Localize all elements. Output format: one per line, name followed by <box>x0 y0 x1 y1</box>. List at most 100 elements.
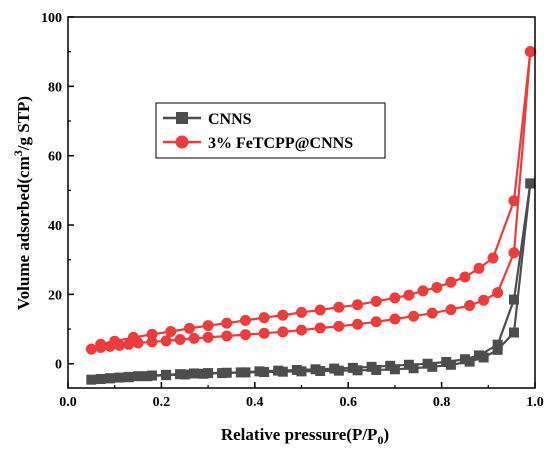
fetcpp-desorption-point <box>333 301 345 313</box>
cnns-desorption-point <box>441 356 452 367</box>
cnns-desorption-point <box>310 364 321 375</box>
cnns-adsorption-point <box>95 373 106 384</box>
fetcpp-adsorption-point <box>296 324 307 336</box>
fetcpp-adsorption-point <box>408 310 420 322</box>
fetcpp-adsorption-point <box>258 327 270 339</box>
cnns-adsorption-point <box>133 371 144 382</box>
fetcpp-desorption-point <box>403 289 415 301</box>
fetcpp-desorption-point <box>221 317 233 329</box>
fetcpp-adsorption-point <box>508 247 520 259</box>
cnns-adsorption-point <box>86 374 97 385</box>
legend-marker-fetcpp <box>175 135 189 149</box>
cnns-desorption-point <box>366 361 377 372</box>
x-tick-label: 1.0 <box>526 395 544 410</box>
x-tick-label: 0.4 <box>246 395 264 410</box>
x-tick-label: 0.0 <box>59 395 77 410</box>
cnns-desorption-point <box>403 359 414 370</box>
fetcpp-desorption-point <box>473 262 485 274</box>
y-tick-label: 0 <box>55 358 62 373</box>
fetcpp-desorption-point <box>352 299 364 311</box>
cnns-desorption-point <box>473 350 484 361</box>
fetcpp-adsorption-point <box>352 318 364 330</box>
fetcpp-desorption-point <box>314 304 326 316</box>
x-tick-label: 0.8 <box>433 395 451 410</box>
fetcpp-desorption-point <box>183 322 195 334</box>
fetcpp-desorption-point <box>95 338 107 350</box>
y-axis-title: Volume adsorbed(cm3/g STP) <box>11 96 33 310</box>
fetcpp-adsorption-point <box>370 316 382 328</box>
fetcpp-desorption-point <box>431 281 443 293</box>
cnns-desorption-point <box>385 360 396 371</box>
fetcpp-adsorption-point <box>277 326 289 338</box>
fetcpp-desorption-line <box>100 51 532 346</box>
y-tick-label: 40 <box>48 219 62 234</box>
fetcpp-desorption-point <box>417 285 429 297</box>
cnns-adsorption-point <box>492 344 503 355</box>
fetcpp-desorption-point <box>165 325 177 337</box>
fetcpp-adsorption-point <box>389 313 401 325</box>
cnns-desorption-point <box>105 373 116 384</box>
legend-box <box>155 102 386 159</box>
x-tick-label: 0.2 <box>153 395 171 410</box>
fetcpp-adsorption-point <box>478 294 490 306</box>
cnns-desorption-point <box>329 363 340 374</box>
legend-label-fetcpp: 3% FeTCPP@CNNS <box>208 135 353 152</box>
cnns-desorption-point <box>217 368 228 379</box>
cnns-desorption-point <box>142 371 153 382</box>
y-tick-label: 100 <box>41 11 62 26</box>
cnns-desorption-point <box>492 339 503 350</box>
cnns-desorption-point <box>198 368 209 379</box>
fetcpp-adsorption-point <box>202 331 214 343</box>
cnns-desorption-point <box>161 370 172 381</box>
fetcpp-adsorption-point <box>445 304 457 316</box>
fetcpp-adsorption-point <box>221 330 233 342</box>
fetcpp-desorption-point <box>296 306 307 318</box>
fetcpp-desorption-point <box>146 328 158 340</box>
cnns-desorption-point <box>273 365 284 376</box>
fetcpp-desorption-point <box>239 314 251 326</box>
cnns-desorption-point <box>291 364 302 375</box>
series-cnns <box>86 178 536 385</box>
fetcpp-adsorption-point <box>426 307 438 319</box>
axis-layer: 0.0 0.2 0.4 0.6 0.8 1.0 0 20 40 60 80 100 <box>41 11 544 410</box>
y-tick-label: 20 <box>48 288 62 303</box>
cnns-adsorption-point <box>114 372 125 383</box>
cnns-desorption-point <box>422 358 433 369</box>
cnns-desorption-point <box>508 294 519 305</box>
fetcpp-adsorption-point <box>188 332 200 344</box>
cnns-desorption-point <box>254 366 265 377</box>
cnns-adsorption-point <box>189 368 200 379</box>
fetcpp-desorption-point <box>487 252 499 264</box>
series-layer <box>85 46 536 385</box>
cnns-desorption-point <box>179 369 190 380</box>
fetcpp-adsorption-point <box>146 336 158 348</box>
cnns-desorption-point <box>347 362 358 373</box>
fetcpp-desorption-point <box>127 331 139 343</box>
fetcpp-desorption-point <box>258 312 270 324</box>
fetcpp-desorption-point <box>459 271 471 283</box>
x-axis-title: Relative pressure(P/P0) <box>221 425 389 447</box>
fetcpp-desorption-point <box>277 309 289 321</box>
fetcpp-adsorption-point <box>314 322 326 334</box>
y-tick-label: 60 <box>48 150 62 165</box>
series-fetcpp <box>85 46 536 355</box>
cnns-adsorption-point <box>508 327 519 338</box>
fetcpp-desorption-point <box>445 276 457 288</box>
cnns-desorption-point <box>525 178 536 189</box>
legend-label-cnns: CNNS <box>208 111 252 128</box>
cnns-desorption-point <box>123 372 134 383</box>
fetcpp-adsorption-point <box>464 299 476 311</box>
fetcpp-desorption-point <box>202 320 214 332</box>
x-tick-label: 0.6 <box>339 395 357 410</box>
fetcpp-adsorption-point <box>160 335 172 347</box>
fetcpp-adsorption-point <box>239 329 251 341</box>
fetcpp-desorption-point <box>370 295 382 307</box>
legend-marker-cnns <box>176 112 188 124</box>
fetcpp-desorption-point <box>389 292 401 304</box>
fetcpp-adsorption-point <box>333 320 345 332</box>
fetcpp-desorption-point <box>109 335 121 347</box>
fetcpp-adsorption-point <box>85 343 97 355</box>
fetcpp-desorption-point <box>508 195 520 207</box>
fetcpp-adsorption-point <box>174 333 186 345</box>
